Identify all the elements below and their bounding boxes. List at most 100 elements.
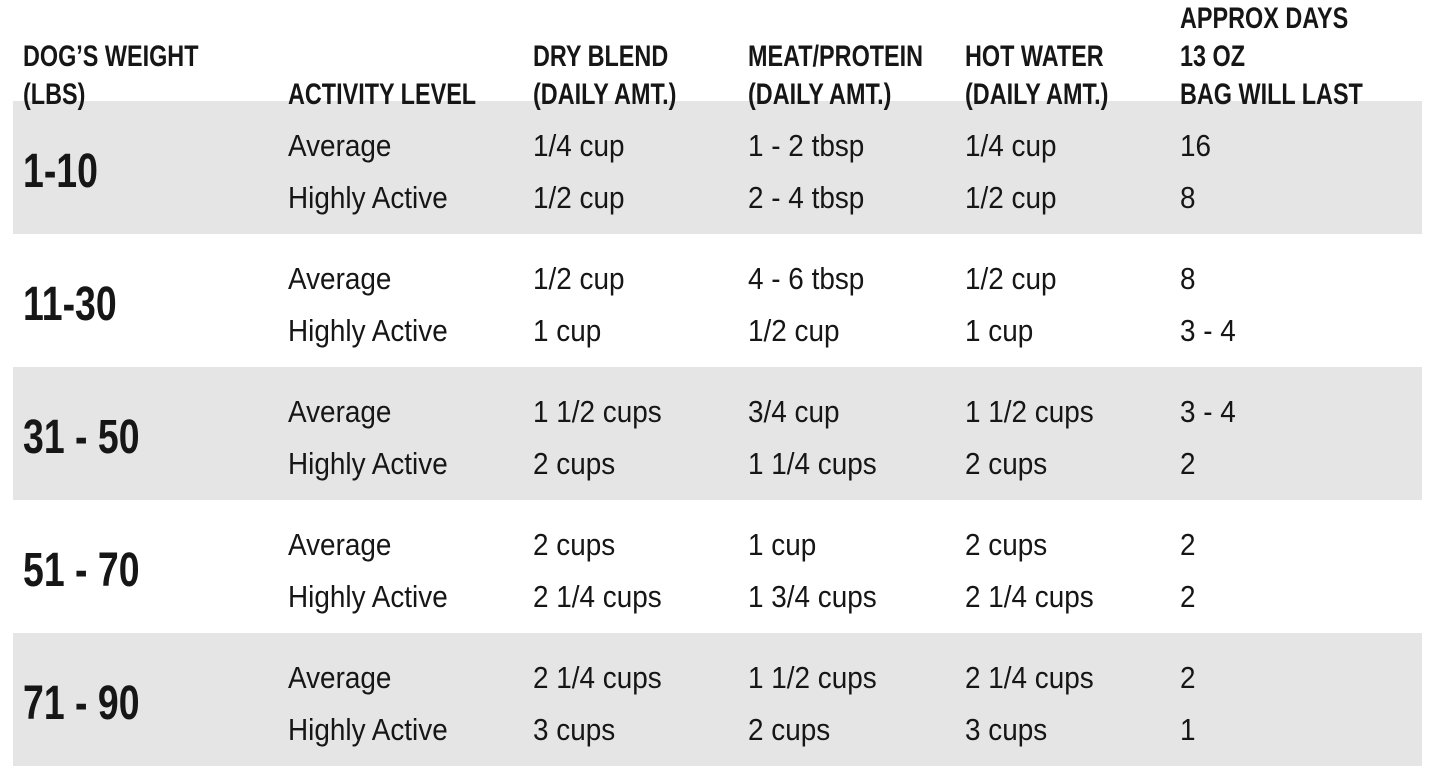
- average-activity-label: Average: [288, 526, 392, 562]
- weight-range-label: 11-30: [23, 277, 117, 331]
- header-hot-water-label: HOT WATER (DAILY AMT.): [965, 40, 1109, 111]
- hot-water-cell: 2 cups 2 1/4 cups: [965, 511, 1180, 623]
- weight-range-cell: 11-30: [23, 272, 288, 330]
- days-bag-lasts-cell: 2 1: [1180, 644, 1422, 756]
- days-average-value: 16: [1180, 127, 1212, 163]
- hot-water-average-value: 2 cups: [965, 526, 1048, 562]
- dry-blend-average-value: 1/2 cup: [533, 260, 625, 296]
- header-activity-level-label: ACTIVITY LEVEL: [288, 78, 477, 111]
- header-dogs-weight: DOG’S WEIGHT (LBS): [23, 38, 288, 114]
- activity-level-cell: Average Highly Active: [288, 112, 533, 224]
- average-activity-label: Average: [288, 260, 392, 296]
- weight-range-label: 71 - 90: [23, 676, 140, 730]
- hot-water-cell: 1/4 cup 1/2 cup: [965, 112, 1180, 224]
- weight-range-label: 31 - 50: [23, 410, 140, 464]
- dry-blend-highly-active-value: 3 cups: [533, 711, 616, 747]
- dry-blend-highly-active-value: 1/2 cup: [533, 179, 625, 215]
- days-bag-lasts-cell: 16 8: [1180, 112, 1422, 224]
- header-hot-water: HOT WATER (DAILY AMT.): [965, 38, 1180, 114]
- weight-range-label: 1-10: [23, 144, 98, 198]
- meat-protein-average-value: 1 - 2 tbsp: [748, 127, 865, 163]
- row-group-51-70: 51 - 70 Average Highly Active 2 cups 2 1…: [13, 500, 1422, 633]
- days-average-value: 2: [1180, 659, 1196, 695]
- weight-range-cell: 71 - 90: [23, 671, 288, 729]
- hot-water-average-value: 2 1/4 cups: [965, 659, 1094, 695]
- activity-level-cell: Average Highly Active: [288, 644, 533, 756]
- meat-protein-average-value: 1 cup: [748, 526, 817, 562]
- hot-water-average-value: 1/2 cup: [965, 260, 1057, 296]
- meat-protein-cell: 1 cup 1 3/4 cups: [748, 511, 965, 623]
- days-bag-lasts-cell: 8 3 - 4: [1180, 245, 1422, 357]
- header-activity-level: ACTIVITY LEVEL: [288, 76, 533, 114]
- meat-protein-highly-active-value: 2 cups: [748, 711, 831, 747]
- hot-water-cell: 1 1/2 cups 2 cups: [965, 378, 1180, 490]
- highly-active-activity-label: Highly Active: [288, 445, 448, 481]
- hot-water-average-value: 1/4 cup: [965, 127, 1057, 163]
- row-group-11-30: 11-30 Average Highly Active 1/2 cup 1 cu…: [13, 234, 1422, 367]
- meat-protein-cell: 1 - 2 tbsp 2 - 4 tbsp: [748, 112, 965, 224]
- dry-blend-cell: 2 1/4 cups 3 cups: [533, 644, 748, 756]
- header-days-bag-lasts: APPROX DAYS 13 OZ BAG WILL LAST: [1180, 0, 1422, 114]
- dry-blend-cell: 1/4 cup 1/2 cup: [533, 112, 748, 224]
- meat-protein-cell: 4 - 6 tbsp 1/2 cup: [748, 245, 965, 357]
- row-group-1-10: 1-10 Average Highly Active 1/4 cup 1/2 c…: [13, 101, 1422, 234]
- dry-blend-cell: 1 1/2 cups 2 cups: [533, 378, 748, 490]
- weight-range-label: 51 - 70: [23, 543, 140, 597]
- header-days-bag-lasts-label: APPROX DAYS 13 OZ BAG WILL LAST: [1180, 2, 1363, 111]
- activity-level-cell: Average Highly Active: [288, 511, 533, 623]
- meat-protein-highly-active-value: 1/2 cup: [748, 312, 840, 348]
- days-highly-active-value: 8: [1180, 179, 1196, 215]
- meat-protein-cell: 1 1/2 cups 2 cups: [748, 644, 965, 756]
- meat-protein-average-value: 3/4 cup: [748, 393, 840, 429]
- dry-blend-average-value: 1/4 cup: [533, 127, 625, 163]
- hot-water-highly-active-value: 3 cups: [965, 711, 1048, 747]
- weight-range-cell: 31 - 50: [23, 405, 288, 463]
- dry-blend-cell: 2 cups 2 1/4 cups: [533, 511, 748, 623]
- highly-active-activity-label: Highly Active: [288, 578, 448, 614]
- table-header-row: DOG’S WEIGHT (LBS) ACTIVITY LEVEL DRY BL…: [13, 0, 1422, 111]
- days-highly-active-value: 2: [1180, 578, 1196, 614]
- meat-protein-average-value: 4 - 6 tbsp: [748, 260, 865, 296]
- dry-blend-highly-active-value: 2 1/4 cups: [533, 578, 662, 614]
- header-dry-blend-label: DRY BLEND (DAILY AMT.): [533, 40, 677, 111]
- days-average-value: 8: [1180, 260, 1196, 296]
- days-average-value: 3 - 4: [1180, 393, 1236, 429]
- meat-protein-highly-active-value: 1 1/4 cups: [748, 445, 877, 481]
- hot-water-highly-active-value: 1/2 cup: [965, 179, 1057, 215]
- hot-water-cell: 1/2 cup 1 cup: [965, 245, 1180, 357]
- dry-blend-highly-active-value: 1 cup: [533, 312, 602, 348]
- meat-protein-highly-active-value: 2 - 4 tbsp: [748, 179, 865, 215]
- hot-water-highly-active-value: 1 cup: [965, 312, 1034, 348]
- hot-water-cell: 2 1/4 cups 3 cups: [965, 644, 1180, 756]
- activity-level-cell: Average Highly Active: [288, 245, 533, 357]
- days-highly-active-value: 3 - 4: [1180, 312, 1236, 348]
- highly-active-activity-label: Highly Active: [288, 711, 448, 747]
- dry-blend-average-value: 2 1/4 cups: [533, 659, 662, 695]
- average-activity-label: Average: [288, 127, 392, 163]
- days-bag-lasts-cell: 2 2: [1180, 511, 1422, 623]
- row-group-31-50: 31 - 50 Average Highly Active 1 1/2 cups…: [13, 367, 1422, 500]
- dry-blend-average-value: 1 1/2 cups: [533, 393, 662, 429]
- days-highly-active-value: 1: [1180, 711, 1196, 747]
- dry-blend-average-value: 2 cups: [533, 526, 616, 562]
- weight-range-cell: 1-10: [23, 139, 288, 197]
- meat-protein-highly-active-value: 1 3/4 cups: [748, 578, 877, 614]
- average-activity-label: Average: [288, 393, 392, 429]
- days-highly-active-value: 2: [1180, 445, 1196, 481]
- header-meat-protein: MEAT/PROTEIN (DAILY AMT.): [748, 38, 965, 114]
- hot-water-highly-active-value: 2 cups: [965, 445, 1048, 481]
- activity-level-cell: Average Highly Active: [288, 378, 533, 490]
- days-bag-lasts-cell: 3 - 4 2: [1180, 378, 1422, 490]
- days-average-value: 2: [1180, 526, 1196, 562]
- highly-active-activity-label: Highly Active: [288, 312, 448, 348]
- highly-active-activity-label: Highly Active: [288, 179, 448, 215]
- dry-blend-cell: 1/2 cup 1 cup: [533, 245, 748, 357]
- meat-protein-average-value: 1 1/2 cups: [748, 659, 877, 695]
- weight-range-cell: 51 - 70: [23, 538, 288, 596]
- header-meat-protein-label: MEAT/PROTEIN (DAILY AMT.): [748, 40, 924, 111]
- meat-protein-cell: 3/4 cup 1 1/4 cups: [748, 378, 965, 490]
- hot-water-average-value: 1 1/2 cups: [965, 393, 1094, 429]
- dry-blend-highly-active-value: 2 cups: [533, 445, 616, 481]
- row-group-71-90: 71 - 90 Average Highly Active 2 1/4 cups…: [13, 633, 1422, 766]
